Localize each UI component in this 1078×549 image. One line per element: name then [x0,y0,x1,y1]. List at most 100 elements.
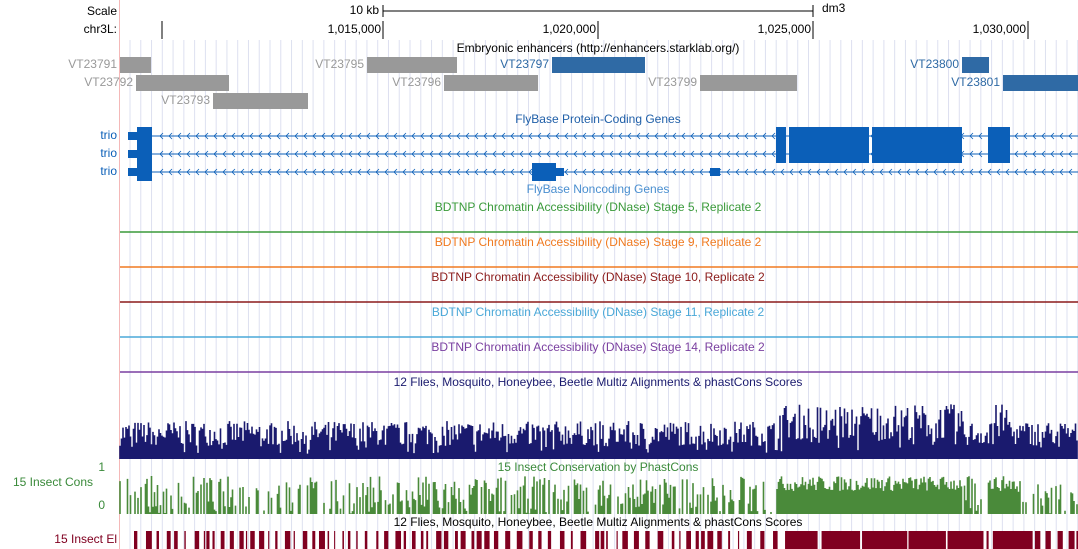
strand-arrow [582,132,587,140]
conserved-element [760,531,765,549]
strand-arrow [447,168,452,176]
strand-arrow [366,168,371,176]
strand-arrow [1032,132,1037,140]
conserved-element [505,531,511,549]
strand-arrow [645,132,650,140]
enhancer-label: VT23796 [392,75,441,89]
conserved-element [420,531,424,549]
conserved-element [284,531,291,549]
conserved-element [538,531,542,549]
strand-arrow [618,168,623,176]
strand-arrow [339,150,344,158]
conserved-element [411,531,416,549]
strand-arrow [294,150,299,158]
strand-arrow [663,132,668,140]
strand-arrow [942,168,947,176]
enhancer [136,75,229,91]
conserved-element [679,531,681,549]
strand-arrow [1005,168,1010,176]
conserved-element [229,531,234,549]
strand-arrow [384,168,389,176]
strand-arrow [1023,168,1028,176]
strand-arrow [681,168,686,176]
strand-arrow [609,168,614,176]
strand-arrow [672,168,677,176]
enhancer-label: VT23795 [315,57,364,71]
enhancer [552,57,645,73]
strand-arrow [492,168,497,176]
strand-arrow [645,168,650,176]
strand-arrow [384,132,389,140]
strand-arrow [393,168,398,176]
conserved-element [645,531,650,549]
exon [988,127,1010,145]
enhancer-label: VT23791 [68,57,117,71]
track-label: 15 Insect El [54,532,117,546]
strand-arrow [276,168,281,176]
conserved-element [595,531,600,549]
strand-arrow [600,150,605,158]
axis-min: 0 [98,498,105,512]
conserved-element [384,531,389,549]
conserved-element [184,531,186,549]
conserved-element [334,531,336,549]
enhancer-label: VT23800 [910,57,959,71]
strand-arrow [429,150,434,158]
ruler-position: 1,025,000 [758,22,812,36]
enhancer-label: VT23801 [951,75,1000,89]
conserved-element [403,531,407,549]
conserved-element [695,531,699,549]
strand-arrow [681,150,686,158]
strand-arrow [1059,150,1064,158]
enhancer-label: VT23799 [648,75,697,89]
strand-arrow [375,132,380,140]
conserved-element [134,531,138,549]
strand-arrow [177,168,182,176]
strand-arrow [348,168,353,176]
strand-arrow [1014,132,1019,140]
strand-arrow [1032,150,1037,158]
strand-arrow [708,132,713,140]
strand-arrow [456,168,461,176]
strand-arrow [1041,132,1046,140]
strand-arrow [573,168,578,176]
conserved-element [570,531,573,549]
strand-arrow [762,168,767,176]
gene-label: trio [100,128,117,142]
strand-arrow [312,168,317,176]
exon [872,127,962,145]
strand-arrow [231,132,236,140]
conserved-element [476,531,482,549]
strand-arrow [762,150,767,158]
strand-arrow [582,150,587,158]
strand-arrow [735,132,740,140]
strand-arrow [789,168,794,176]
enhancer [1003,75,1078,91]
strand-arrow [807,168,812,176]
strand-arrow [402,132,407,140]
ruler-position: 1,020,000 [543,22,597,36]
strand-arrow [699,150,704,158]
chrom-label: chr3L: [84,22,117,36]
conserved-element [364,531,368,549]
exon [532,163,556,181]
strand-arrow [204,168,209,176]
conserved-element [194,531,200,549]
strand-arrow [726,132,731,140]
strand-arrow [1059,168,1064,176]
strand-arrow [294,168,299,176]
strand-arrow [321,168,326,176]
conserved-element [376,531,379,549]
strand-arrow [483,168,488,176]
strand-arrow [600,132,605,140]
conserved-element [156,531,159,549]
enhancer-label: VT23793 [161,93,210,107]
strand-arrow [492,150,497,158]
multiz-signal [119,404,1078,459]
conserved-element [728,531,731,549]
track-title: BDTNP Chromatin Accessibility (DNase) St… [432,305,765,319]
strand-arrow [195,168,200,176]
exon [789,127,869,145]
strand-arrow [483,132,488,140]
conserved-element [174,531,178,549]
